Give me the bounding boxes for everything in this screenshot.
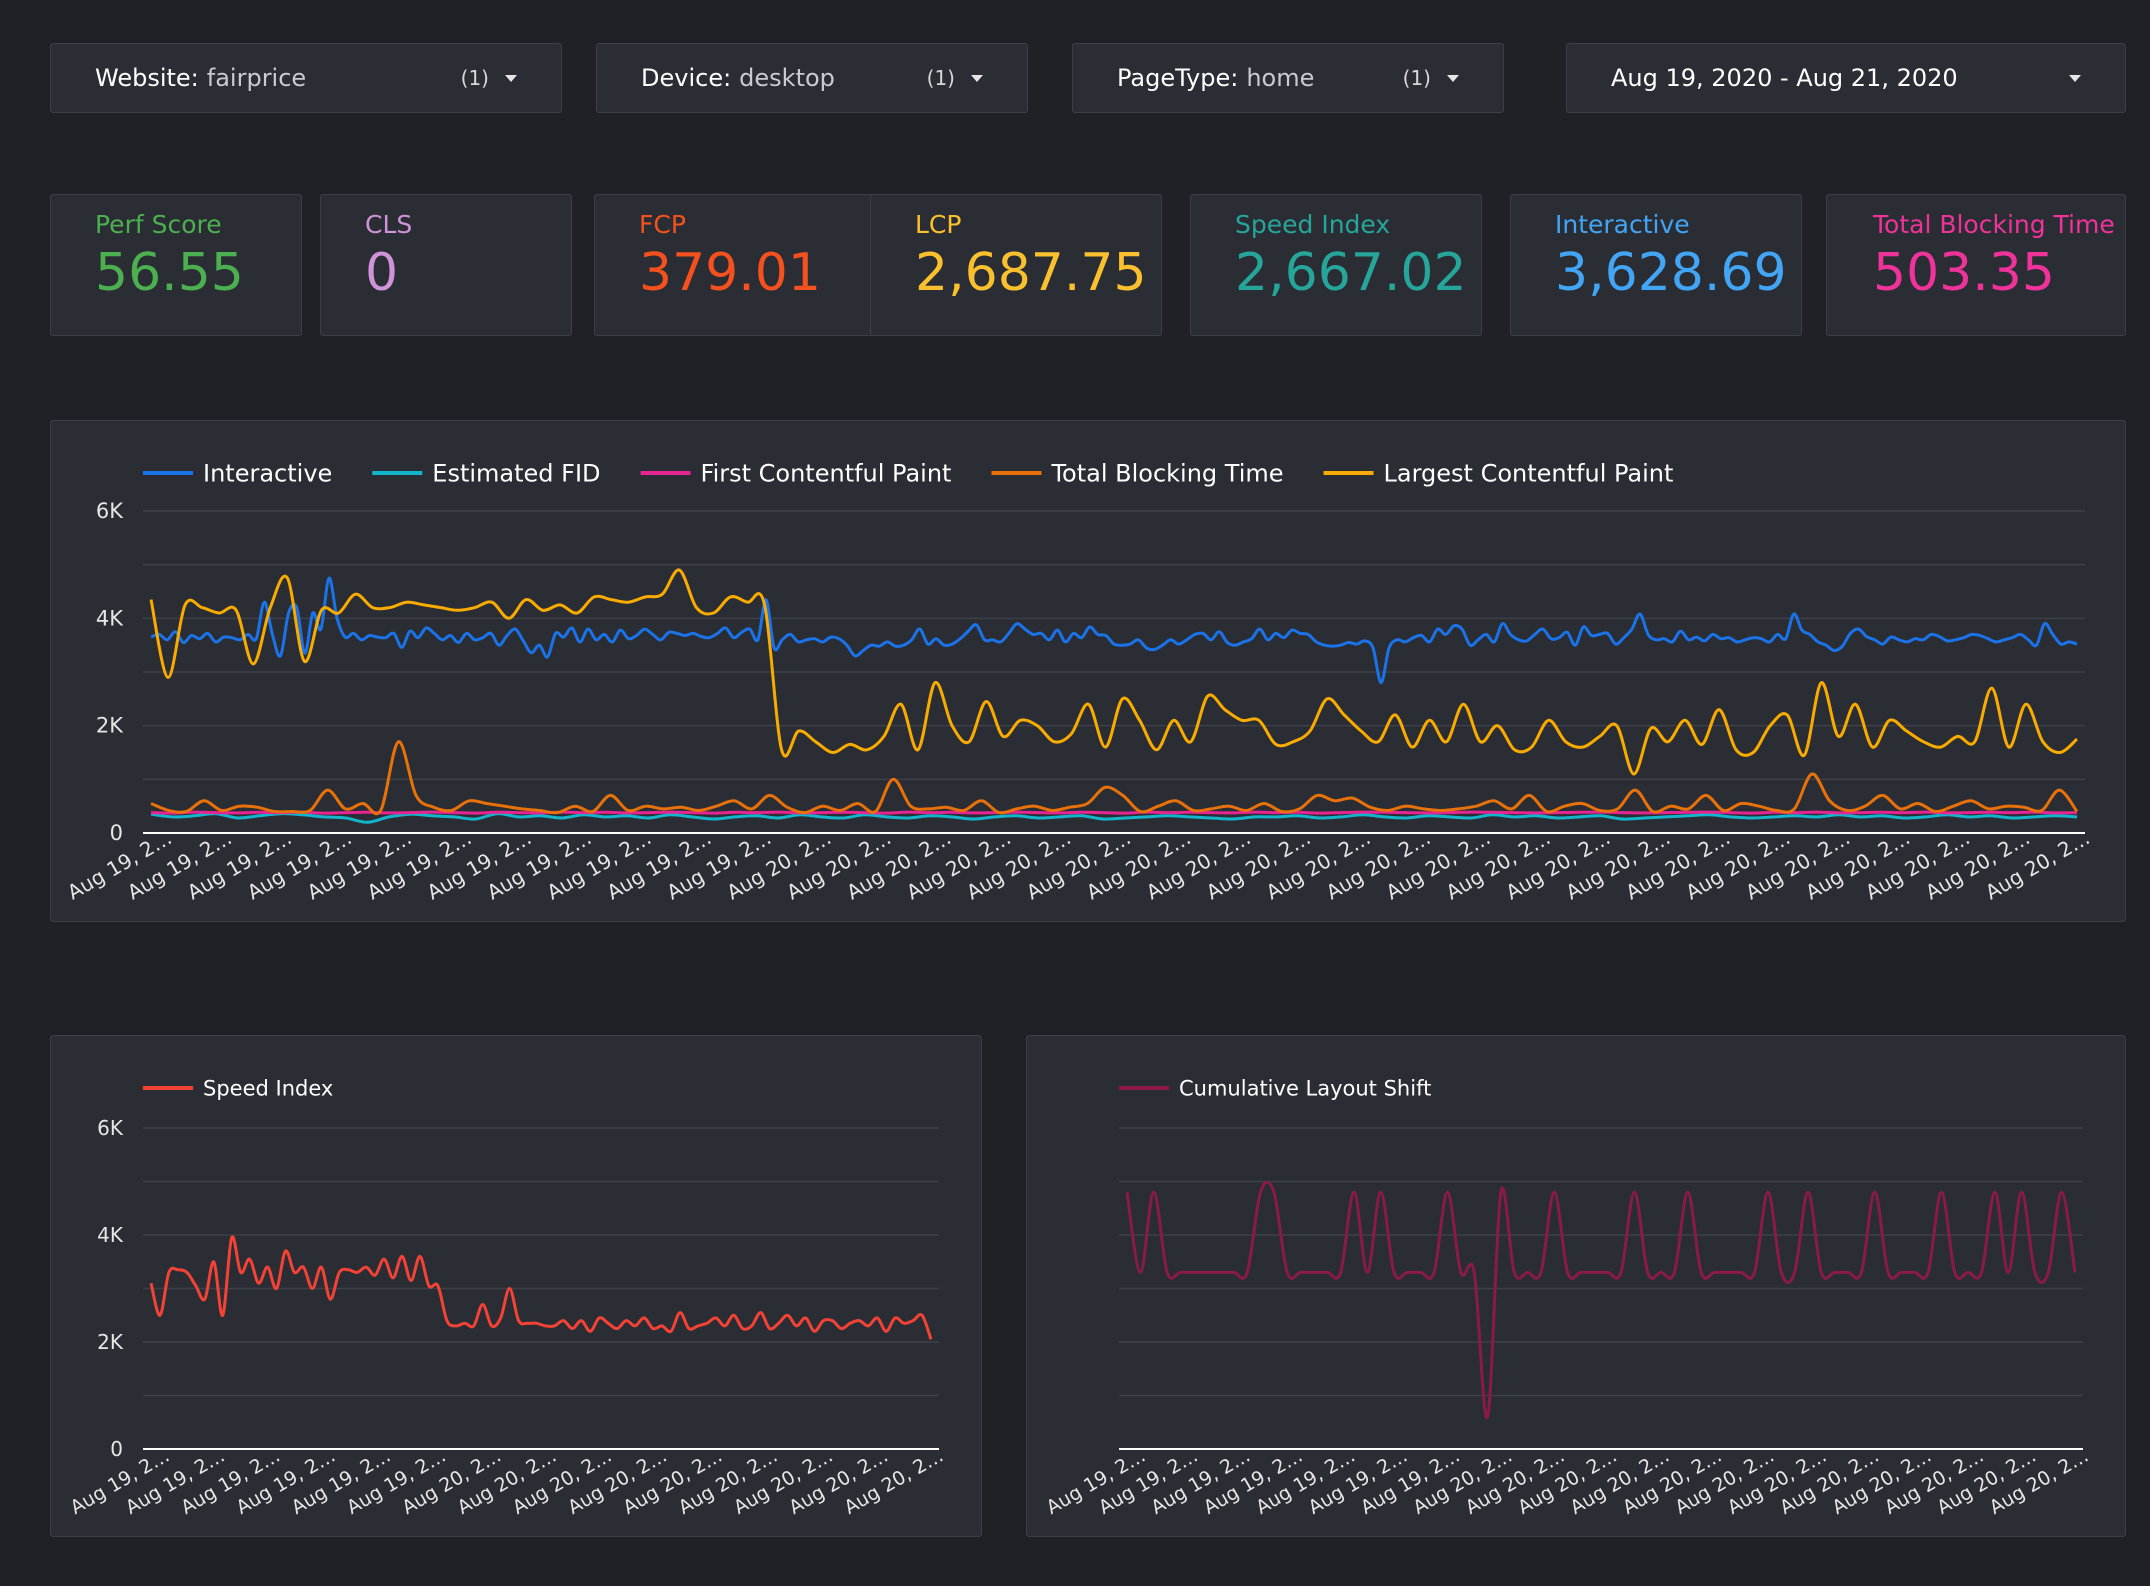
legend-entry[interactable]: First Contentful Paint — [701, 460, 952, 488]
scorecard-value: 2,667.02 — [1235, 243, 1467, 303]
scorecard-value: 2,687.75 — [915, 243, 1147, 303]
caret-down-icon[interactable] — [971, 74, 983, 82]
scorecard-label: Interactive — [1555, 210, 1690, 239]
series-line — [150, 810, 2078, 815]
filter-pagetype[interactable]: PageType: home (1) — [1072, 43, 1504, 113]
scorecard-label: LCP — [915, 210, 962, 239]
series-line — [149, 1235, 933, 1340]
filter-pagetype-value: home — [1246, 64, 1315, 92]
y-tick-label: 2K — [97, 1330, 124, 1354]
filter-device-value: desktop — [739, 64, 835, 92]
scorecard-interactive: Interactive 3,628.69 — [1510, 194, 1802, 336]
caret-down-icon[interactable] — [1447, 74, 1459, 82]
series-line — [149, 568, 2079, 776]
date-range-picker[interactable]: Aug 19, 2020 - Aug 21, 2020 — [1566, 43, 2126, 113]
legend-entry[interactable]: Estimated FID — [432, 460, 600, 488]
scorecard-cls: CLS 0 — [320, 194, 572, 336]
legend-entry[interactable]: Speed Index — [203, 1077, 333, 1101]
scorecard-total-blocking-time: Total Blocking Time 503.35 — [1826, 194, 2126, 336]
scorecard-value: 379.01 — [639, 243, 821, 303]
filter-website[interactable]: Website: fairprice (1) — [50, 43, 562, 113]
date-range-label: Aug 19, 2020 - Aug 21, 2020 — [1611, 64, 1958, 92]
series-line — [150, 740, 2079, 816]
y-tick-label: 6K — [96, 499, 124, 523]
y-tick-label: 0 — [110, 821, 123, 845]
scorecard-value: 503.35 — [1873, 243, 2055, 303]
metrics-timeseries-chart: 0 2K 4K 6K Aug 19, 2… Aug 19, 2… Aug 19, 2… Aug… — [50, 420, 2126, 922]
filter-device-label: Device: — [641, 64, 732, 92]
filter-website-count: (1) — [460, 66, 489, 90]
y-tick-label: 4K — [96, 606, 124, 630]
filter-pagetype-label: PageType: — [1117, 64, 1239, 92]
cls-chart: Aug 19, 2… Aug 19, 2… Aug 19, 2… Aug 19, 2…… — [1026, 1035, 2126, 1537]
y-tick-label: 4K — [97, 1223, 124, 1247]
cls-chart-svg: Aug 19, 2…Aug 19, 2…Aug 19, 2…Aug 19, 2…… — [1043, 1077, 2093, 1519]
filter-device-count: (1) — [926, 66, 955, 90]
speed-index-chart: 0 2K 4K 6K Aug 19, 2… Aug 19, 2… Aug 19, 2… Aug… — [50, 1035, 982, 1537]
y-tick-label: 2K — [96, 714, 124, 738]
filter-device[interactable]: Device: desktop (1) — [596, 43, 1028, 113]
scorecard-speed-index: Speed Index 2,667.02 — [1190, 194, 1482, 336]
legend-entry[interactable]: Total Blocking Time — [1050, 460, 1283, 488]
legend-entry[interactable]: Interactive — [203, 460, 332, 488]
scorecard-value: 0 — [365, 243, 399, 303]
scorecard-fcp: FCP 379.01 — [594, 194, 886, 336]
series-line — [150, 812, 2078, 824]
scorecard-perf-score: Perf Score 56.55 — [50, 194, 302, 336]
scorecard-lcp: LCP 2,687.75 — [870, 194, 1162, 336]
series-line — [150, 576, 2078, 685]
y-tick-label: 6K — [97, 1116, 124, 1140]
caret-down-icon[interactable] — [2069, 74, 2081, 82]
filter-pagetype-count: (1) — [1402, 66, 1431, 90]
series-line — [1125, 1180, 2077, 1420]
legend-entry[interactable]: Cumulative Layout Shift — [1179, 1077, 1431, 1101]
scorecard-label: Speed Index — [1235, 210, 1391, 239]
y-tick-label: 0 — [110, 1437, 123, 1461]
scorecard-label: Total Blocking Time — [1873, 210, 2115, 239]
scorecard-label: FCP — [639, 210, 686, 239]
scorecard-value: 3,628.69 — [1555, 243, 1787, 303]
scorecard-label: CLS — [365, 210, 413, 239]
scorecard-label: Perf Score — [95, 210, 222, 239]
caret-down-icon[interactable] — [505, 74, 517, 82]
scorecard-value: 56.55 — [95, 243, 244, 303]
filter-website-value: fairprice — [206, 64, 307, 92]
legend-entry[interactable]: Largest Contentful Paint — [1384, 460, 1674, 488]
filter-website-label: Website: — [95, 64, 199, 92]
